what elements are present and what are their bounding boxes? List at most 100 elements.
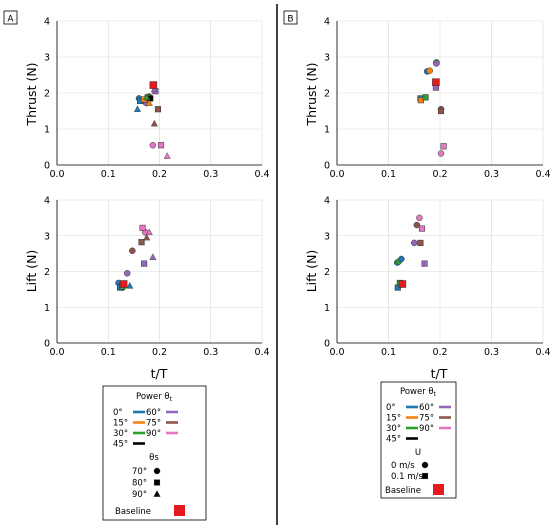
x-tick-label: 0.4: [254, 347, 269, 358]
x-axis-label: t/T: [431, 366, 448, 381]
data-point-circle: [433, 60, 440, 67]
y-tick-label: 3: [324, 53, 330, 64]
y-tick-label: 4: [44, 17, 50, 28]
panel-b-label-box: [283, 10, 298, 25]
y-tick-label: 2: [324, 89, 330, 100]
y-tick-label: 0: [324, 161, 330, 172]
x-tick-label: 0.1: [101, 169, 116, 180]
x-tick-label: 0.3: [484, 169, 499, 180]
x-axis-label: t/T: [151, 366, 168, 381]
legend-power-label: 0°: [386, 403, 396, 413]
legend-b-u-title: U: [415, 448, 421, 458]
data-point-square: [138, 239, 145, 246]
legend-theta-marker: [153, 479, 161, 486]
data-point-triangle: [145, 228, 153, 235]
legend-power-label: 15°: [113, 419, 128, 429]
legend-theta-marker: [153, 490, 161, 497]
data-point-baseline: [149, 81, 158, 89]
legend-b: Power θt 0° 60° 15° 75° 30° 90° 45° U 0 m/s0.1…: [380, 381, 457, 499]
data-point-square: [157, 142, 165, 149]
x-tick-label: 0.0: [329, 169, 344, 180]
y-tick-label: 2: [44, 267, 50, 278]
panel-a-label: A: [7, 15, 14, 25]
legend-a-frame: [102, 385, 207, 521]
y-tick-label: 4: [324, 196, 330, 207]
legend-power-label: 75°: [146, 419, 161, 429]
y-tick-label: 3: [44, 53, 50, 64]
legend-power-label: 30°: [386, 424, 401, 434]
y-axis-label: Lift (N): [304, 250, 319, 293]
x-tick-label: 0.1: [381, 169, 396, 180]
plot-a-thrust: 0.0 0.1 0.2 0.3 0.4 0 1 2 3 4 Thrust (N): [24, 17, 270, 181]
plot-a-lift: 0.0 0.1 0.2 0.3 0.4 0 1 2 3 4 Lift (N) t/T: [24, 196, 270, 382]
legend-b-power-items: 0° 60° 15° 75° 30° 90° 45°: [386, 403, 451, 445]
data-point-square: [139, 224, 146, 231]
legend-a-power-items: 0° 60° 15° 75° 30° 90° 45°: [113, 408, 178, 450]
y-tick-label: 2: [44, 89, 50, 100]
y-tick-label: 1: [44, 125, 50, 136]
x-tick-label: 0.4: [535, 169, 550, 180]
legend-power-label: 30°: [113, 429, 128, 439]
x-tick-label: 0.2: [152, 169, 167, 180]
y-tick-label: 2: [324, 267, 330, 278]
data-point-circle: [411, 239, 418, 247]
legend-a-power-title: Power θt: [136, 392, 173, 403]
data-point-triangle: [143, 93, 151, 101]
legend-power-label: 45°: [386, 435, 401, 445]
data-point-triangle: [150, 85, 158, 93]
x-tick-label: 0.3: [203, 347, 218, 358]
legend-power-label: 0°: [113, 408, 123, 418]
data-point-baseline: [398, 280, 407, 288]
x-tick-label: 0.2: [432, 347, 447, 358]
x-tick-label: 0.4: [254, 169, 269, 180]
data-point-circle: [149, 141, 157, 149]
legend-u-label: 0.1 m/s: [391, 472, 423, 482]
y-tick-label: 4: [324, 17, 330, 28]
legend-a-baseline-swatch: [174, 505, 185, 516]
legend-u-label: 0 m/s: [391, 461, 415, 471]
y-tick-label: 1: [44, 303, 50, 314]
legend-power-label: 60°: [146, 408, 161, 418]
panel-a-label-box: [3, 10, 18, 25]
data-point-triangle: [145, 99, 153, 106]
legend-b-frame: [380, 381, 457, 499]
data-point-triangle: [150, 119, 158, 127]
y-axis-label: Thrust (N): [24, 62, 39, 126]
data-point-baseline: [432, 78, 440, 86]
legend-b-power-title: Power θt: [400, 387, 437, 398]
x-tick-label: 0.4: [535, 347, 550, 358]
data-point-circle: [426, 67, 433, 74]
legend-a-baseline-label: Baseline: [115, 507, 151, 517]
panel-b-label: B: [287, 15, 293, 25]
legend-power-label: 90°: [419, 424, 434, 434]
legend-power-label: 45°: [113, 440, 128, 450]
data-point-triangle: [149, 253, 157, 260]
legend-a-theta-items: 70° 80°90°: [132, 467, 161, 500]
data-point-triangle: [133, 105, 141, 113]
data-point-square: [437, 107, 445, 115]
data-point-circle: [398, 255, 405, 263]
y-tick-label: 3: [44, 231, 50, 242]
data-point-square: [154, 106, 162, 113]
legend-power-label: 15°: [386, 414, 401, 424]
x-tick-label: 0.0: [329, 347, 344, 358]
x-tick-label: 0.3: [484, 347, 499, 358]
legend-theta-label: 70°: [132, 467, 147, 477]
x-tick-label: 0.1: [381, 347, 396, 358]
legend-theta-label: 90°: [132, 490, 147, 500]
legend-b-u-items: 0 m/s0.1 m/s: [391, 461, 429, 482]
legend-a: Power θt 0° 60°15° 75°30° 90°45° θs 70°80°9…: [102, 385, 207, 521]
data-point-circle: [416, 214, 423, 222]
plot-b-lift: 0.0 0.1 0.2 0.3 0.4 0 1 2 3 4 Lift (N) t/T: [304, 196, 550, 382]
legend-u-marker: [421, 472, 429, 480]
data-point-triangle: [143, 233, 151, 241]
data-point-square: [422, 94, 429, 101]
x-tick-label: 0.3: [203, 169, 218, 180]
legend-theta-label: 80°: [132, 479, 147, 489]
x-tick-label: 0.2: [432, 169, 447, 180]
data-point-square: [440, 143, 447, 150]
data-point-triangle: [163, 152, 171, 159]
data-point-circle: [123, 270, 131, 277]
y-tick-label: 4: [44, 196, 50, 207]
